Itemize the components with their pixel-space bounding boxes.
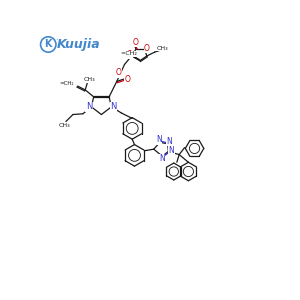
- Text: CH₃: CH₃: [84, 77, 96, 83]
- Text: =CH₂: =CH₂: [120, 51, 137, 56]
- Text: N: N: [159, 154, 165, 163]
- Text: N: N: [166, 137, 172, 146]
- Text: O: O: [124, 75, 130, 84]
- Text: Kuujia: Kuujia: [56, 38, 100, 51]
- Text: N: N: [169, 146, 174, 155]
- Text: K: K: [44, 40, 52, 50]
- Text: O: O: [144, 44, 150, 53]
- Text: =CH₂: =CH₂: [59, 81, 74, 86]
- Text: CH₃: CH₃: [156, 46, 168, 51]
- Text: N: N: [110, 102, 117, 111]
- Text: O: O: [127, 50, 133, 59]
- Text: ·: ·: [56, 36, 58, 45]
- Text: N: N: [86, 102, 92, 111]
- Text: CH₃: CH₃: [58, 123, 70, 128]
- Text: O: O: [116, 68, 121, 77]
- Text: O: O: [132, 38, 138, 47]
- Text: N: N: [156, 136, 162, 145]
